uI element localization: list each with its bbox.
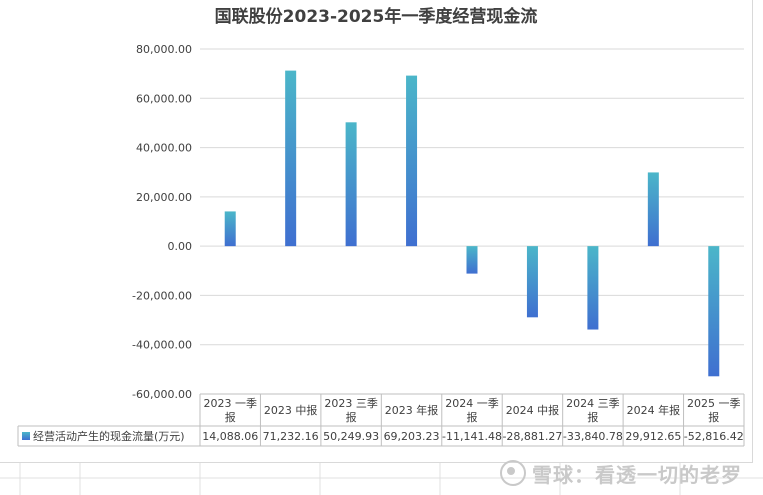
x-category-label: 2024 一季 [445,397,499,410]
bar [285,70,297,247]
y-tick-label: -20,000.00 [132,289,192,302]
legend-swatch [22,432,30,440]
data-table-value: 50,249.93 [323,430,379,443]
chart-title: 国联股份2023-2025年一季度经营现金流 [215,6,538,27]
watermark: 雪球：看透一切的老罗 [500,458,760,488]
snowball-logo-icon [500,460,526,486]
gridlines [200,48,744,395]
data-table-value: 14,088.06 [202,430,258,443]
x-category-label: 2024 年报 [627,403,681,417]
y-tick-label: 0.00 [168,240,193,253]
data-table-value: 71,232.16 [263,430,319,443]
y-axis-tick-labels: 80,000.00 60,000.00 40,000.00 20,000.00 0.00… [132,43,192,401]
y-tick-label: 20,000.00 [136,191,192,204]
x-category-label: 报 [467,410,478,424]
x-category-label: 报 [346,410,357,424]
bar [647,172,659,247]
chart-canvas: 国联股份2023-2025年一季度经营现金流 80,000.00 60,000.0… [17,6,745,447]
x-category-label: 报 [587,410,598,424]
bar [587,246,599,330]
data-table-value: -33,840.78 [563,430,623,443]
chart-area[interactable]: 国联股份2023-2025年一季度经营现金流 80,000.00 60,000.0… [0,0,753,463]
y-tick-label: 60,000.00 [136,92,192,105]
x-category-label: 2024 三季 [566,397,620,410]
bar [345,122,357,247]
x-category-label: 报 [708,410,719,424]
x-category-label: 2023 年报 [385,403,439,417]
data-table-value: -52,816.42 [684,430,744,443]
x-category-label: 2025 一季 [687,397,741,410]
bar [224,211,236,247]
watermark-text: 雪球：看透一切的老罗 [532,462,742,487]
x-category-label: 2023 三季 [324,397,378,410]
y-tick-label: -60,000.00 [132,388,192,401]
y-tick-label: 40,000.00 [136,142,192,155]
y-tick-label: 80,000.00 [136,43,192,56]
x-category-label: 2023 中报 [264,403,318,417]
x-category-label: 2023 一季 [203,397,257,410]
data-table-value: 69,203.23 [384,430,440,443]
y-tick-label: -40,000.00 [132,339,192,352]
series-name: 经营活动产生的现金流量(万元) [33,429,185,443]
x-category-label: 报 [225,410,236,424]
data-table-value: 29,912.65 [625,430,681,443]
bar [526,246,538,318]
bar-series [224,70,720,377]
data-table-value: -11,141.48 [442,430,502,443]
bar [708,246,720,377]
data-table-value: -28,881.27 [502,430,562,443]
bar [466,246,478,274]
x-category-label: 2024 中报 [506,403,560,417]
bar [406,75,418,247]
